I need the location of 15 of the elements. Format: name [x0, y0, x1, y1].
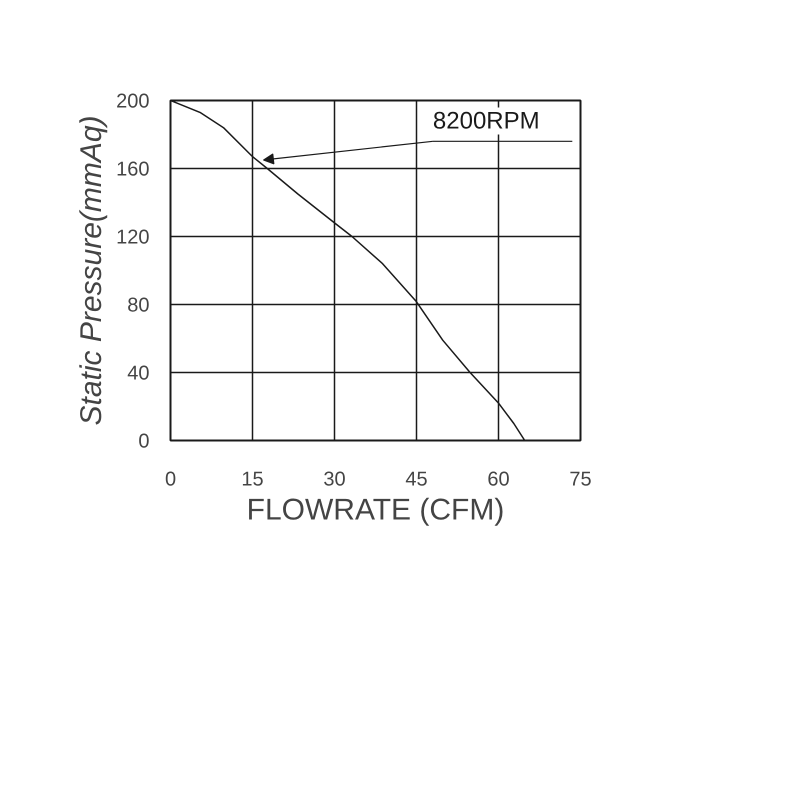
x-tick-label: 60 — [487, 468, 510, 490]
y-tick-label: 0 — [138, 430, 150, 452]
x-axis-title: FLOWRATE (CFM) — [246, 494, 504, 526]
y-tick-label: 80 — [127, 294, 150, 316]
x-tick-label: 75 — [569, 468, 592, 490]
x-tick-label: 45 — [405, 468, 428, 490]
x-tick-label: 0 — [164, 468, 176, 490]
annotation: 8200RPM — [432, 108, 540, 134]
y-tick-label: 40 — [127, 362, 150, 384]
x-tick-label: 15 — [241, 468, 264, 490]
x-tick-label: 30 — [323, 468, 346, 490]
y-tick-label: 120 — [116, 226, 150, 248]
y-tick-label: 160 — [116, 158, 150, 180]
y-tick-label: 200 — [116, 90, 150, 112]
y-axis-title: Static Pressure(mmAq) — [75, 115, 108, 426]
